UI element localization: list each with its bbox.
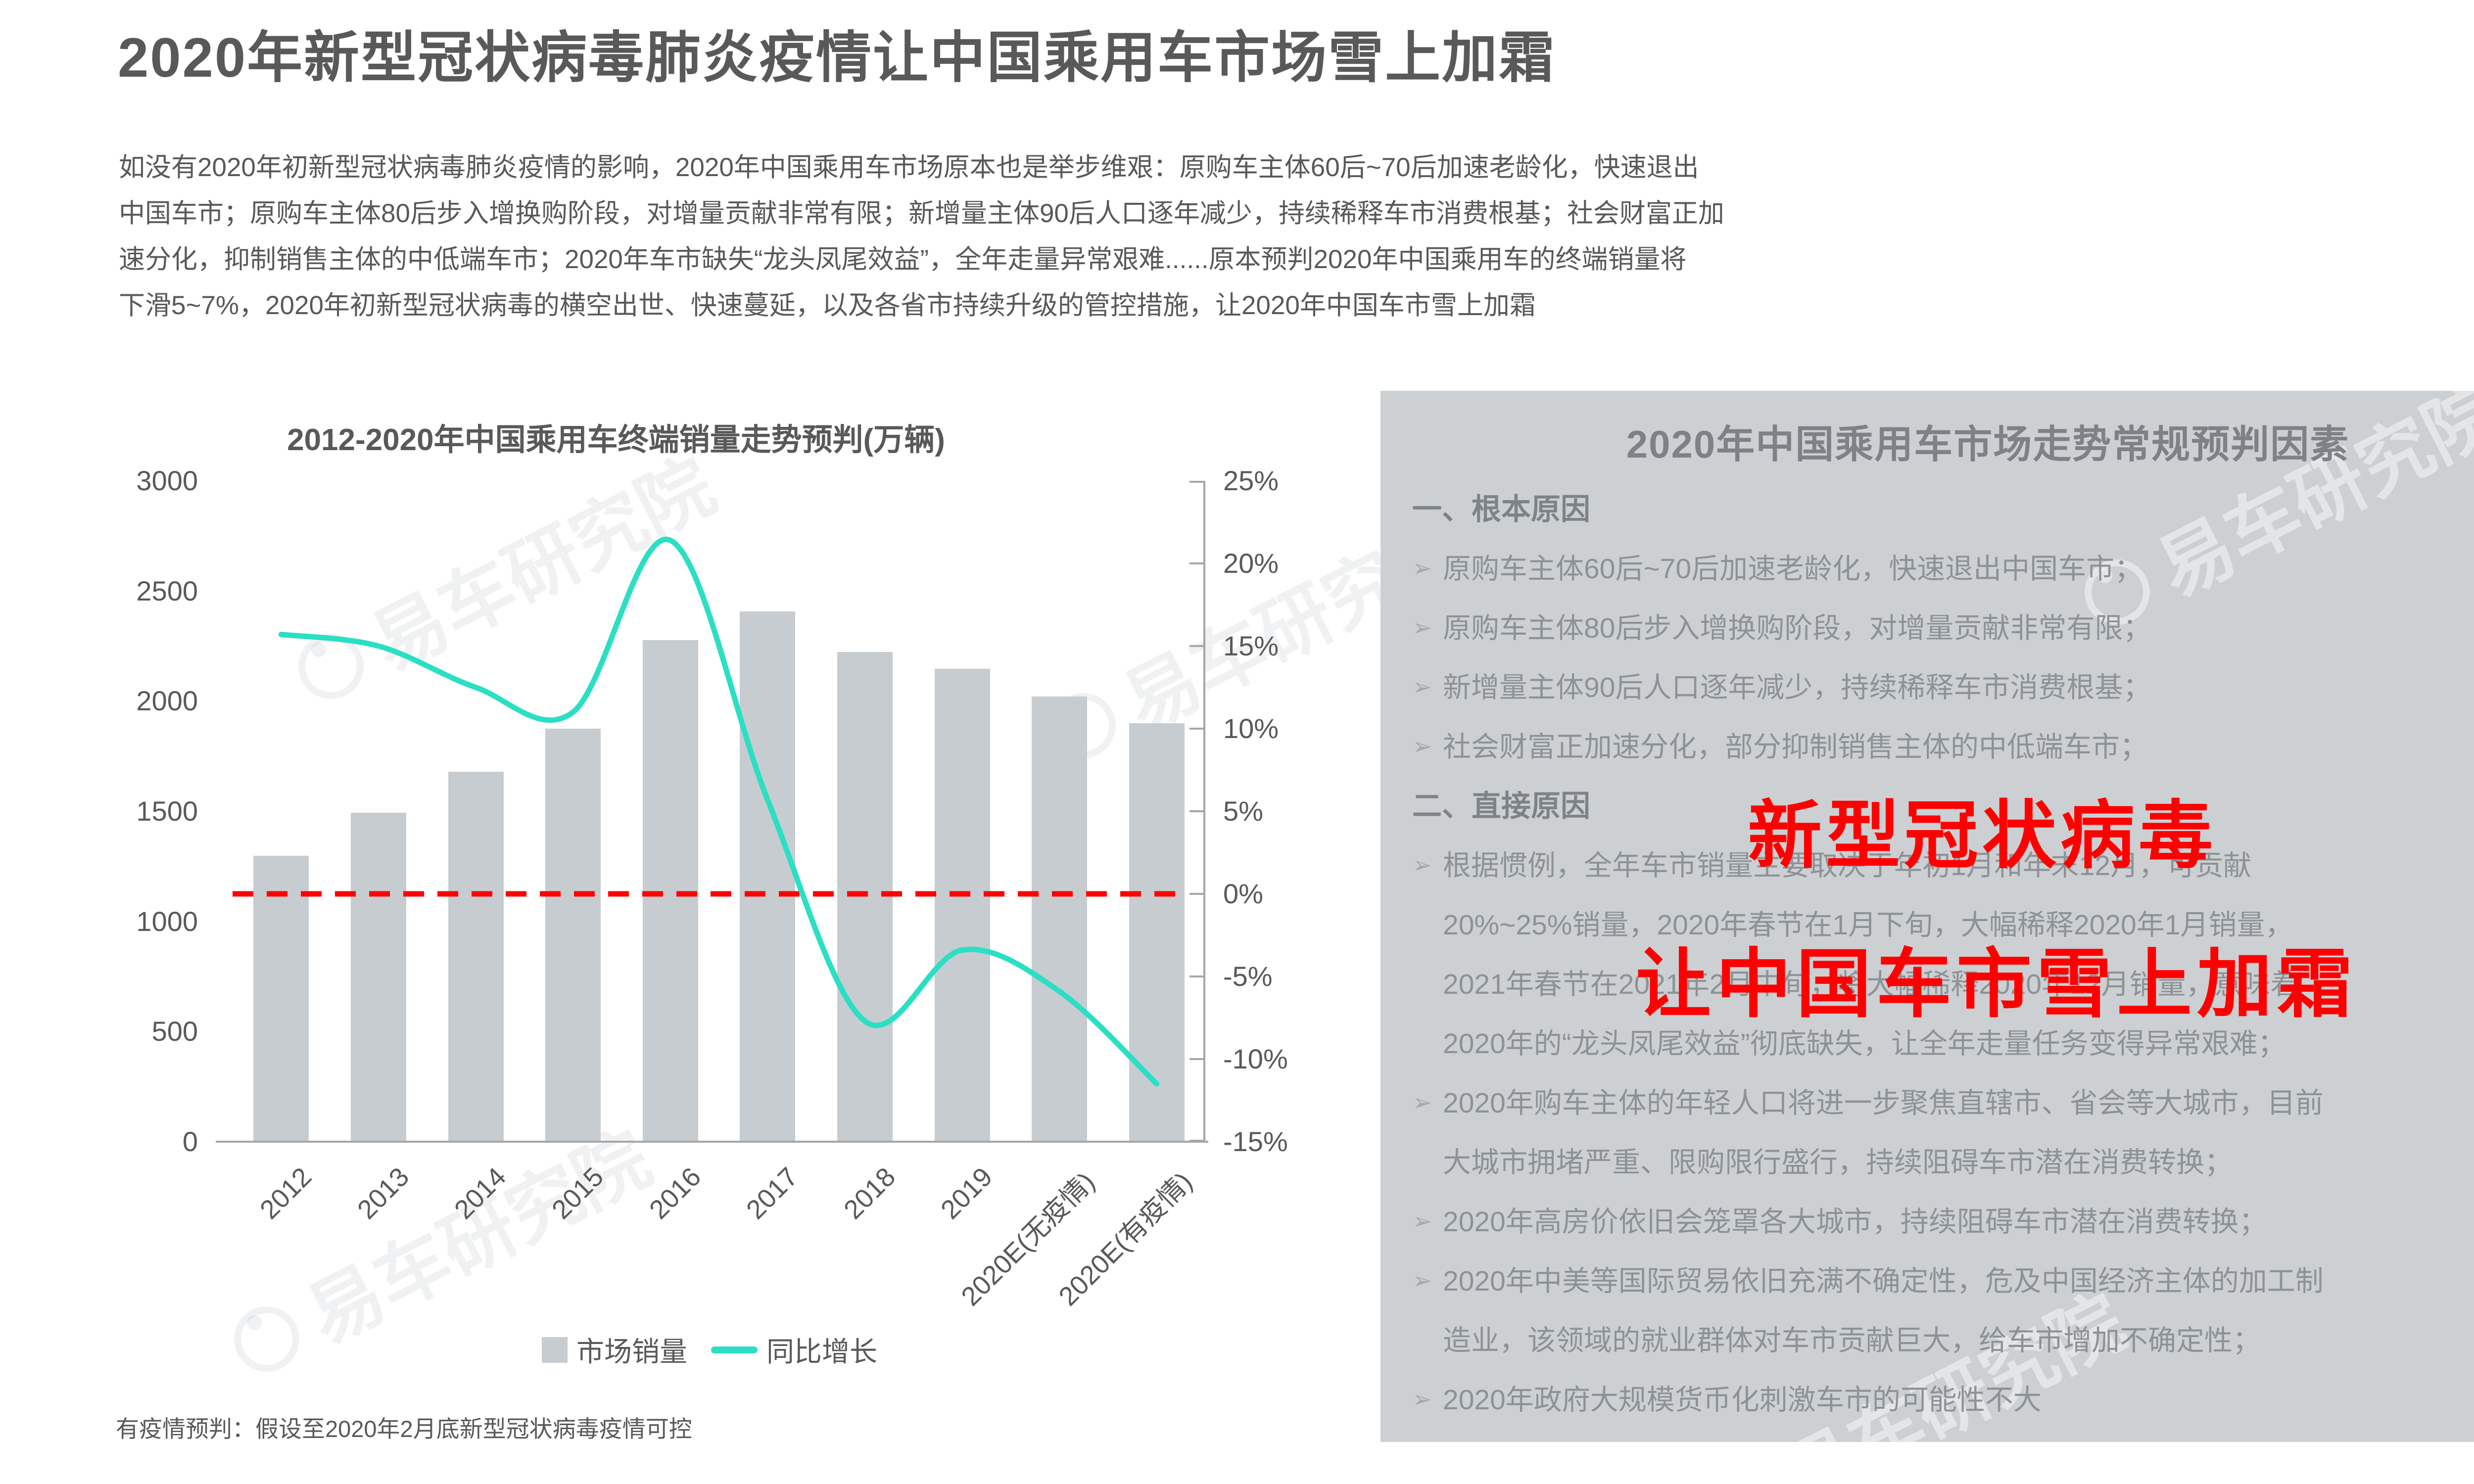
bullet-arrow-icon: ➢ xyxy=(1412,852,1432,879)
bullet-item: ➢ 原购车主体60后~70后加速老龄化，快速退出中国车市； xyxy=(1412,539,2474,599)
y-axis-label-right: -10% xyxy=(1223,1043,1288,1074)
bullet-item: ➢ 社会财富正加速分化，部分抑制销售主体的中低端车市； xyxy=(1412,717,2474,777)
y-axis-label-right: 10% xyxy=(1223,713,1279,744)
bar-2020E(无疫情) xyxy=(1032,696,1088,1142)
y-axis-label-left: 3000 xyxy=(136,465,198,496)
chart-legend: 市场销量 同比增长 xyxy=(542,1330,877,1370)
y-axis-label-left: 0 xyxy=(182,1126,198,1157)
bullet-item: ➢ 2020年高房价依旧会笼罩各大城市，持续阻碍车市潜在消费转换； xyxy=(1412,1192,2474,1252)
bullet-text: 根据惯例，全年车市销量主要取决于年初1月和年末12月，可贡献 20%~25%销量… xyxy=(1443,850,2299,1060)
bullet-arrow-icon: ➢ xyxy=(1412,674,1432,700)
x-axis-label-text: 2012 xyxy=(254,1161,318,1225)
bullet-item: ➢ 原购车主体80后步入增换购阶段，对增量贡献非常有限； xyxy=(1412,599,2474,658)
y-axis-label-right: 20% xyxy=(1223,548,1279,579)
bar-2015 xyxy=(545,728,601,1142)
y-axis-label-right: -5% xyxy=(1223,961,1273,992)
chart-plot-area xyxy=(233,481,1205,1142)
panel-title: 2020年中国乘用车市场走势常规预判因素 xyxy=(1626,422,2350,466)
bullet-item: ➢ 2020年中美等国际贸易依旧充满不确定性，危及中国经济主体的加工制 造业，该领… xyxy=(1412,1252,2474,1370)
bullet-text: 社会财富正加速分化，部分抑制销售主体的中低端车市； xyxy=(1443,731,2148,763)
bar-2013 xyxy=(350,813,406,1142)
x-axis-label-text: 2014 xyxy=(449,1161,512,1225)
bar-2014 xyxy=(448,772,504,1142)
legend-label: 同比增长 xyxy=(766,1336,877,1367)
intro-paragraph: 如没有2020年初新型冠状病毒肺炎疫情的影响，2020年中国乘用车市场原本也是举… xyxy=(119,153,1724,320)
bullet-arrow-icon: ➢ xyxy=(1412,1268,1432,1294)
y-axis-label-left: 2500 xyxy=(136,575,198,606)
section-heading: 二、直接原因 xyxy=(1412,789,1590,823)
bullet-item: ➢ 新增量主体90后人口逐年减少，持续稀释车市消费根基； xyxy=(1412,658,2474,717)
bullet-text: 新增量主体90后人口逐年减少，持续稀释车市消费根基； xyxy=(1443,672,2151,703)
bar-2019 xyxy=(934,669,990,1142)
bullet-arrow-icon: ➢ xyxy=(1412,1090,1432,1116)
bar-swatch-icon xyxy=(542,1337,568,1363)
x-axis-label-text: 2015 xyxy=(546,1161,610,1225)
yiche-logo-icon xyxy=(1697,1458,1785,1484)
bullet-text: 原购车主体80后步入增换购阶段，对增量贡献非常有限； xyxy=(1443,612,2151,644)
x-axis-label-text: 2017 xyxy=(741,1161,804,1225)
y-axis-label-left: 1500 xyxy=(136,795,198,827)
y-axis-label-right: -15% xyxy=(1223,1126,1288,1157)
bullet-text: 2020年中美等国际贸易依旧充满不确定性，危及中国经济主体的加工制 造业，该领域… xyxy=(1443,1265,2324,1356)
legend-item-growth: 同比增长 xyxy=(711,1330,877,1370)
bullet-arrow-icon: ➢ xyxy=(1412,615,1432,641)
red-overlay-text: 让中国车市雪上加霜 xyxy=(1636,942,2357,1026)
bar-2018 xyxy=(837,652,893,1142)
x-axis-line xyxy=(216,1141,1208,1143)
bar-2016 xyxy=(642,640,698,1142)
yiche-logo-icon xyxy=(222,1295,311,1383)
bullet-text: 2020年政府大规模货币化刺激车市的可能性不大 xyxy=(1443,1384,2042,1416)
chart-footnote: 有疫情预判：假设至2020年2月底新型冠状病毒疫情可控 xyxy=(116,1416,692,1442)
y-axis-label-left: 500 xyxy=(151,1016,198,1047)
panel-body: 一、根本原因 ➢ 原购车主体60后~70后加速老龄化，快速退出中国车市； ➢ 原购车主体… xyxy=(1412,480,2474,1430)
bullet-arrow-icon: ➢ xyxy=(1412,734,1432,760)
bullet-item: ➢ 2020年购车主体的年轻人口将进一步聚焦直辖市、省会等大城市，目前 大城市拥堵… xyxy=(1412,1073,2474,1192)
y-axis-label-right: 15% xyxy=(1223,630,1279,661)
y-axis-label-right: 25% xyxy=(1223,465,1279,496)
chart-svg xyxy=(233,481,1205,1142)
bullet-item: ➢ 根据惯例，全年车市销量主要取决于年初1月和年末12月，可贡献 20%~25%销… xyxy=(1412,836,2474,1073)
bullet-text: 2020年购车主体的年轻人口将进一步聚焦直辖市、省会等大城市，目前 大城市拥堵严… xyxy=(1443,1087,2324,1178)
bullet-arrow-icon: ➢ xyxy=(1412,1208,1432,1235)
y-axis-label-right: 0% xyxy=(1223,878,1263,909)
section-heading: 一、根本原因 xyxy=(1412,493,1590,526)
x-axis-label-text: 2019 xyxy=(935,1161,999,1225)
x-axis-label-text: 2013 xyxy=(351,1161,415,1225)
bar-2020E(有疫情) xyxy=(1129,723,1185,1142)
growth-line xyxy=(278,536,1160,1087)
bullet-item: ➢ 2020年政府大规模货币化刺激车市的可能性不大 xyxy=(1412,1370,2474,1430)
factors-panel: 易车研究院 易车研究院 2020年中国乘用车市场走势常规预判因素 一、根本原因 ➢… xyxy=(1380,370,2474,1484)
y-axis-label-left: 1000 xyxy=(136,905,198,937)
y-axis-label-left: 2000 xyxy=(136,685,198,717)
bar-2017 xyxy=(740,611,796,1142)
legend-item-sales: 市场销量 xyxy=(542,1330,687,1370)
bullet-text: 2020年高房价依旧会笼罩各大城市，持续阻碍车市潜在消费转换； xyxy=(1443,1206,2267,1238)
legend-label: 市场销量 xyxy=(576,1336,687,1367)
red-overlay-text: 新型冠状病毒 xyxy=(1748,794,2217,877)
bullet-text: 原购车主体60后~70后加速老龄化，快速退出中国车市； xyxy=(1443,553,2143,585)
x-axis-label-text: 2016 xyxy=(643,1161,707,1225)
x-axis-label-text: 2018 xyxy=(838,1161,902,1225)
bar-2012 xyxy=(253,856,309,1142)
page-title: 2020年新型冠状病毒肺炎疫情让中国乘用车市场雪上加霜 xyxy=(118,27,1556,89)
chart-title: 2012-2020年中国乘用车终端销量走势预判(万辆) xyxy=(287,423,945,457)
y-axis-label-right: 5% xyxy=(1223,795,1263,827)
bullet-arrow-icon: ➢ xyxy=(1412,556,1432,582)
line-swatch-icon xyxy=(711,1346,758,1353)
bullet-arrow-icon: ➢ xyxy=(1412,1387,1432,1413)
